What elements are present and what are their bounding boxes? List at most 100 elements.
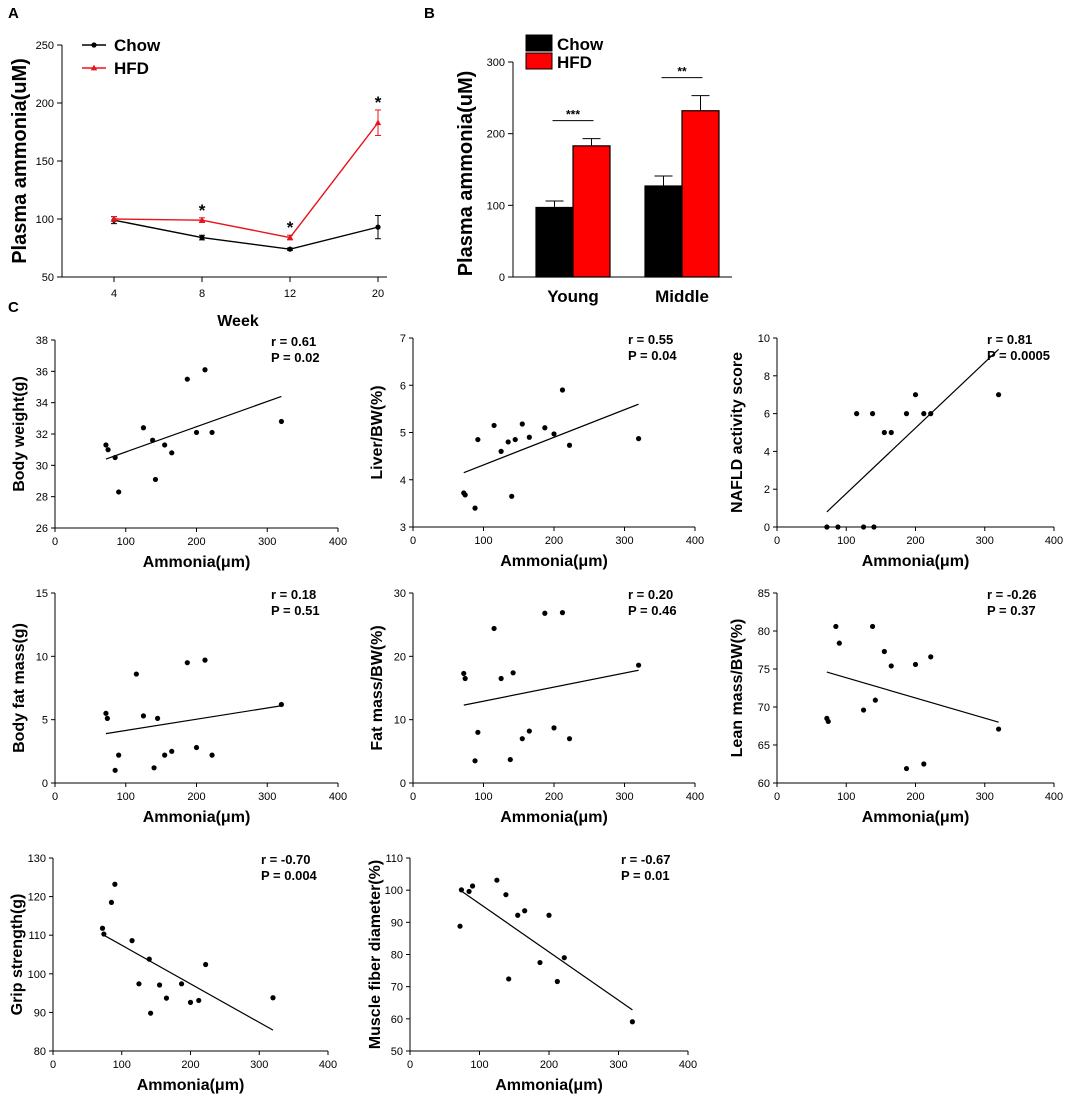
- y-tick-label: 130: [28, 853, 46, 865]
- data-point: [921, 411, 927, 417]
- x-axis-label: Ammonia(μm): [495, 1077, 603, 1094]
- data-point: [561, 955, 567, 961]
- regression-line: [463, 403, 639, 474]
- data-point: [152, 476, 159, 483]
- correlation-r: r = -0.67: [621, 852, 671, 867]
- data-point: [110, 215, 118, 222]
- x-tick-label: 400: [1045, 535, 1063, 547]
- y-tick-label: 10: [36, 651, 48, 663]
- data-point: [162, 752, 168, 758]
- x-tick-label: 100: [837, 791, 855, 803]
- data-point: [509, 493, 515, 499]
- data-point: [860, 707, 867, 713]
- y-tick-label: 30: [36, 460, 48, 472]
- data-point: [551, 431, 557, 437]
- data-point: [526, 728, 532, 734]
- data-point: [278, 418, 284, 425]
- legend-marker: [91, 42, 97, 48]
- data-point: [503, 892, 509, 898]
- data-point: [199, 234, 205, 241]
- legend: Chow HFD: [82, 36, 161, 78]
- x-axis-label: Ammonia(μm): [500, 553, 608, 570]
- y-tick-label: 0: [400, 778, 406, 790]
- data-point: [519, 736, 525, 742]
- correlation-r: r = 0.61: [271, 334, 316, 349]
- y-tick-label: 100: [385, 885, 403, 897]
- x-tick-label: 0: [410, 791, 416, 803]
- x-axis-label: Ammonia(μm): [862, 809, 970, 826]
- y-tick-label: 60: [758, 778, 770, 790]
- x-tick-label: 200: [545, 791, 563, 803]
- data-point: [156, 982, 163, 988]
- data-point: [270, 995, 276, 1001]
- y-tick-label: 80: [758, 626, 770, 638]
- y-tick-label: 32: [36, 429, 48, 441]
- series-line: [113, 219, 379, 250]
- regression-line: [459, 889, 633, 1011]
- data-point: [286, 234, 294, 240]
- data-point: [184, 376, 190, 382]
- data-point: [871, 524, 877, 530]
- data-point: [278, 701, 284, 708]
- y-axis-label: Fat mass/BW(%): [369, 625, 386, 750]
- bar: [535, 206, 574, 278]
- y-tick-label: 36: [36, 366, 48, 378]
- x-tick-label: 200: [906, 535, 924, 547]
- data-point: [99, 925, 106, 931]
- y-tick-label: 4: [764, 446, 770, 458]
- scatter-panel-2: 3 4 5 6 7 0 100 200 300 400 Ammonia(μm) Liver/BW(%)…: [369, 332, 704, 570]
- y-axis-label: Lean mass/BW(%): [729, 619, 746, 758]
- data-point: [824, 524, 830, 530]
- x-category-label: Middle: [655, 287, 709, 306]
- data-point: [869, 623, 876, 630]
- x-tick-label: 0: [50, 1059, 56, 1071]
- y-tick-label: 50: [391, 1046, 403, 1058]
- legend-label: HFD: [114, 59, 149, 78]
- scatter-panel-7: 80 90 100 110 120 130 0 100 200 300 400 Ammonia(μm)…: [9, 852, 337, 1094]
- panel-a: A 50 100 150 200 250 4 8 12 20 Week Plasma ammonia(…: [8, 5, 387, 330]
- data-point: [835, 524, 841, 530]
- y-tick-label: 50: [42, 272, 54, 284]
- y-axis-label: Plasma ammonia(uM): [455, 71, 477, 277]
- y-tick-label: 65: [758, 740, 770, 752]
- p-value: P = 0.004: [261, 868, 318, 883]
- panel-b-label: B: [424, 5, 435, 22]
- panel-b: B 0 100 200 300 Plasma ammonia(uM) Young *** Mid…: [424, 5, 732, 306]
- y-tick-label: 0: [764, 522, 770, 534]
- data-point: [512, 436, 518, 443]
- data-point: [112, 454, 118, 461]
- legend-label: Chow: [114, 36, 161, 55]
- y-axis-label: Body weight(g): [11, 376, 28, 492]
- data-point: [860, 524, 867, 530]
- y-tick-label: 60: [391, 1014, 403, 1026]
- data-point: [375, 224, 381, 230]
- data-point: [854, 411, 860, 417]
- correlation-r: r = 0.81: [987, 332, 1032, 347]
- x-axis-label: Ammonia(μm): [143, 554, 251, 571]
- data-point: [169, 450, 175, 456]
- bar: [681, 110, 720, 278]
- y-tick-label: 90: [34, 1007, 46, 1019]
- y-tick-label: 4: [400, 475, 406, 487]
- data-point: [209, 429, 215, 436]
- data-point: [108, 899, 115, 905]
- data-point: [505, 439, 511, 445]
- y-tick-label: 100: [28, 969, 46, 981]
- data-point: [202, 367, 208, 373]
- data-point: [869, 411, 876, 417]
- x-tick-label: 8: [199, 288, 205, 300]
- x-tick-label: 200: [187, 536, 205, 548]
- data-point: [287, 246, 293, 252]
- data-point: [116, 489, 122, 495]
- x-axis-label: Ammonia(μm): [143, 809, 251, 826]
- x-tick-label: 200: [545, 535, 563, 547]
- data-point: [203, 961, 209, 968]
- data-point: [475, 729, 481, 735]
- data-point: [551, 725, 557, 731]
- y-axis-label: Muscle fiber diameter(%): [367, 860, 384, 1049]
- x-tick-label: 100: [474, 535, 492, 547]
- x-tick-label: 300: [609, 1059, 627, 1071]
- data-point: [462, 675, 468, 682]
- data-point: [475, 436, 481, 443]
